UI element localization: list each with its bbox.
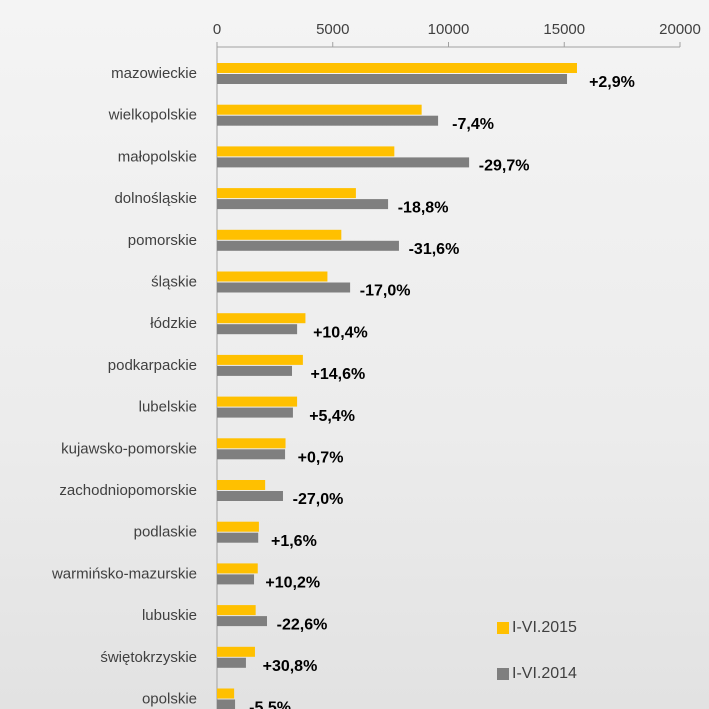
bar [217,521,259,532]
bar [217,63,577,73]
bar [217,688,235,699]
annotation: +30,8% [263,658,318,675]
bar [217,491,283,501]
bar [217,199,389,210]
y-tick-label: wielkopolskie [108,107,197,124]
y-tick-label: opolskie [142,690,197,707]
bar [217,699,236,709]
y-tick-label: lubelskie [139,399,197,416]
y-tick-label: mazowieckie [111,65,197,82]
x-tick-label: 5000 [316,21,349,38]
y-tick-label: dolnośląskie [114,190,197,207]
annotation: +14,6% [311,366,366,383]
bar [217,407,293,418]
x-tick-label: 20000 [659,21,701,38]
bar [217,365,293,376]
legend-swatch [497,668,509,680]
annotation: +10,4% [313,324,368,341]
y-tick-label: lubuskie [142,607,197,624]
bar [217,657,246,668]
y-tick-label: łódzkie [150,315,197,332]
legend-label: I-VI.2015 [512,619,577,636]
x-tick-label: 10000 [428,21,470,38]
bar [217,646,255,657]
bar [217,480,266,490]
y-tick-label: świętokrzyskie [100,649,197,666]
bar [217,563,258,574]
y-tick-label: warmińsko-mazurskie [51,565,197,582]
bar [217,313,306,324]
y-tick-label: zachodniopomorskie [59,482,197,499]
bar [217,104,422,115]
annotation: -29,7% [479,158,530,175]
annotation: -5,5% [249,700,291,709]
x-tick-label: 15000 [543,21,585,38]
annotation: +5,4% [309,408,355,425]
annotation: -17,0% [360,283,411,300]
y-tick-label: małopolskie [118,148,197,165]
bar [217,438,286,449]
annotation: +2,9% [589,74,635,91]
bar [217,616,268,627]
y-tick-label: śląskie [151,273,197,290]
bar [217,574,255,585]
bar [217,74,568,84]
bar [217,396,298,407]
bar [217,229,342,240]
bar [217,271,328,282]
bar [217,282,351,293]
bar [217,605,256,616]
annotation: -27,0% [293,491,344,508]
y-tick-label: kujawsko-pomorskie [61,440,197,457]
annotation: -7,4% [452,116,494,133]
annotation: +0,7% [298,450,344,467]
bar [217,532,259,543]
bar [217,449,286,460]
annotation: +10,2% [265,575,320,592]
bar [217,157,470,168]
annotation: -18,8% [398,199,449,216]
bar [217,115,439,126]
annotation: -22,6% [277,616,328,633]
y-tick-label: podkarpackie [108,357,197,374]
y-tick-label: pomorskie [128,232,197,249]
bar [217,188,356,199]
annotation: -31,6% [409,241,460,258]
bar [217,146,395,157]
x-tick-label: 0 [213,21,221,38]
legend-swatch [497,622,509,634]
annotation: +1,6% [271,533,317,550]
y-tick-label: podlaskie [134,524,197,541]
legend-label: I-VI.2014 [512,665,577,682]
bar [217,354,303,365]
bar [217,324,298,335]
bar [217,240,399,251]
